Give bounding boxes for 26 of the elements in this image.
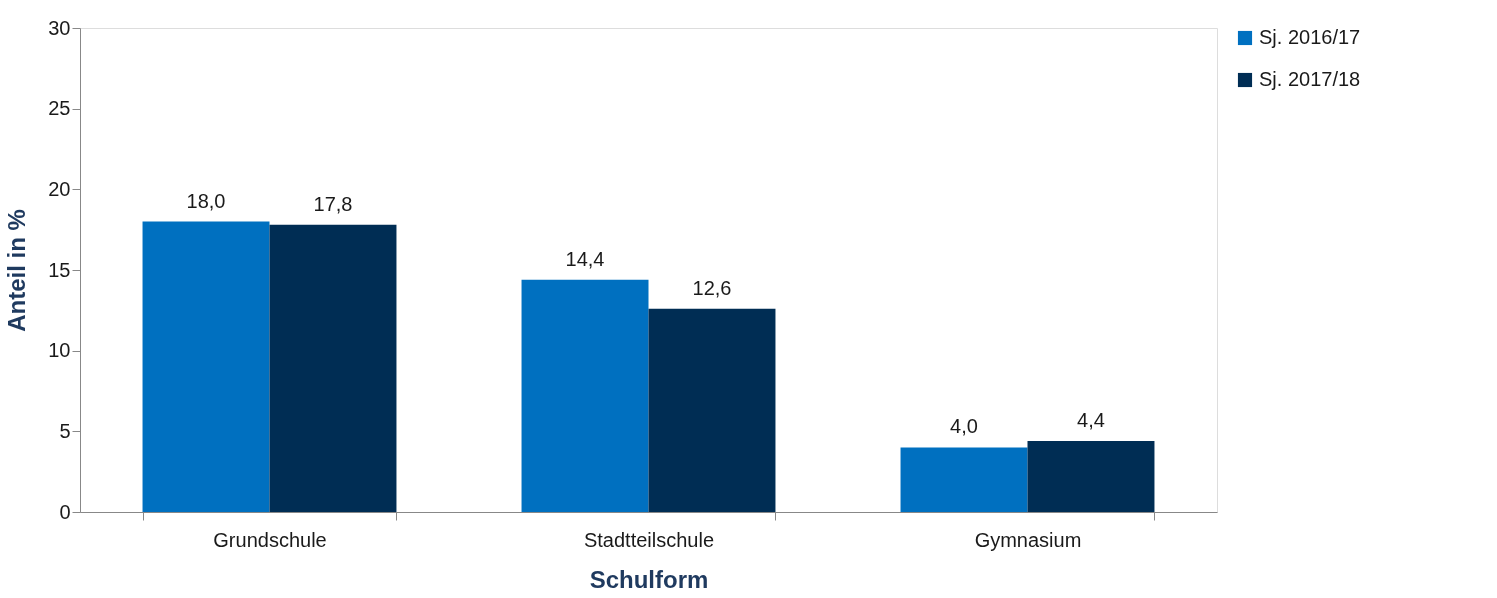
- data-label: 4,0: [950, 415, 978, 438]
- legend-label: Sj. 2016/17: [1259, 26, 1361, 48]
- y-tick-label: 30: [48, 16, 71, 39]
- x-tick-label: Stadtteilschule: [583, 528, 715, 551]
- bar: [900, 447, 1028, 512]
- bar: [142, 221, 270, 512]
- data-label: 14,4: [565, 247, 605, 270]
- legend-label: Sj. 2017/18: [1259, 68, 1361, 90]
- y-tick-label: 5: [59, 419, 71, 442]
- y-tick-label: 0: [59, 500, 71, 523]
- bar: [648, 308, 776, 512]
- x-axis-title: Schulform: [589, 565, 709, 593]
- data-label: 4,4: [1077, 409, 1105, 432]
- y-tick-label: 15: [48, 258, 71, 281]
- x-tick-label: Gymnasium: [974, 528, 1082, 551]
- data-label: 17,8: [313, 192, 353, 215]
- y-tick-label: 25: [48, 97, 71, 120]
- y-axis-title: Anteil in %: [3, 209, 31, 332]
- bar: [521, 279, 649, 512]
- data-label: 18,0: [186, 189, 226, 212]
- y-tick-label: 20: [48, 177, 71, 200]
- y-tick-label: 10: [48, 339, 71, 362]
- bar: [1027, 441, 1155, 512]
- x-tick-label: Grundschule: [213, 528, 327, 551]
- data-label: 12,6: [692, 276, 732, 299]
- bar: [269, 224, 397, 512]
